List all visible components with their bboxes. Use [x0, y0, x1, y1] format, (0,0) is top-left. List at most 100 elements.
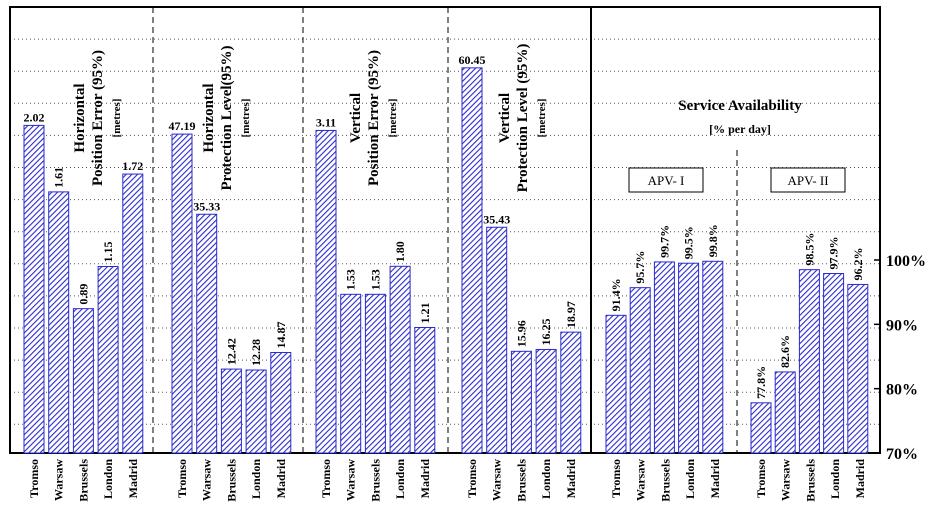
bar: [389, 265, 411, 454]
plot-frame: [9, 6, 881, 454]
data-label: 1.15: [101, 241, 115, 262]
bar: [340, 293, 362, 454]
bar: [629, 287, 651, 454]
bar: [270, 352, 292, 454]
bar: [750, 402, 772, 454]
category-label: Warsaw: [634, 459, 648, 501]
data-label: 96.2%: [851, 247, 865, 280]
bar: [847, 283, 869, 454]
data-label: 1.80: [393, 241, 407, 262]
bar: [560, 331, 582, 454]
bar: [23, 124, 45, 454]
panel-unit: [metres]: [536, 99, 548, 138]
category-label: Tromso: [319, 459, 333, 498]
category-label: Madrid: [274, 459, 288, 499]
panel-unit: [metres]: [240, 99, 252, 138]
service-title: Service Availability: [678, 98, 802, 114]
bar: [702, 260, 724, 454]
data-label: 1.53: [368, 269, 382, 290]
bar: [653, 261, 675, 454]
category-label: Brussels: [224, 459, 238, 502]
bar: [535, 348, 557, 454]
data-label: 3.11: [316, 115, 336, 129]
category-label: Brussels: [368, 459, 382, 502]
panel-title-line: Horizontal: [72, 83, 88, 152]
data-label: 15.96: [514, 320, 528, 347]
data-label: 99.8%: [706, 224, 720, 257]
bar: [823, 273, 845, 454]
panel-title-line: Protection Level(95%): [219, 45, 235, 190]
data-label: 1.21: [418, 302, 432, 323]
category-label: London: [828, 459, 842, 499]
data-label: 97.9%: [827, 237, 841, 270]
y-tick-label: 80%: [886, 382, 918, 399]
data-label: 47.19: [169, 119, 196, 133]
bar: [196, 213, 218, 454]
service-availability-panel: Service Availability [% per day] APV- I 91.…: [605, 98, 869, 502]
category-label: Madrid: [126, 459, 140, 499]
data-label: 12.28: [249, 339, 263, 366]
bar: [97, 265, 119, 454]
bar: [245, 369, 267, 454]
bar: [774, 371, 796, 454]
y-tick-label: 100%: [886, 253, 926, 270]
service-group: APV- II 77.8% 82.6% 98.5% 97.9% 96.2% Tromso Wa…: [750, 167, 869, 502]
data-label: 91.4%: [609, 278, 623, 311]
right-y-axis: 100% 90% 80% 70%: [874, 253, 926, 463]
group-label-box: [770, 167, 846, 193]
bar: [461, 67, 483, 454]
panel-title-line: Position Error (95%): [366, 50, 382, 186]
gridlines: [10, 38, 880, 425]
metric-panel: 2.02 1.61 0.89 1.15 1.72 Tromso Warsaw Brussels…: [23, 50, 144, 502]
data-label: 99.7%: [657, 225, 671, 258]
bar: [220, 368, 242, 454]
bar: [798, 269, 820, 454]
group-label: APV- I: [648, 173, 685, 188]
category-label: Warsaw: [344, 459, 358, 501]
panel-title: Horizontal Protection Level(95%) [metres]: [201, 45, 252, 190]
category-label: Warsaw: [200, 459, 214, 501]
data-label: 60.45: [459, 53, 486, 67]
panel-title-line: Protection Level (95%): [515, 44, 531, 193]
data-label: 16.25: [539, 318, 553, 345]
plot-border: [9, 6, 881, 454]
metric-panel: 3.11 1.53 1.53 1.80 1.21 Tromso Warsaw Brussels…: [315, 50, 436, 502]
bar: [364, 293, 386, 454]
bar: [122, 173, 144, 454]
group-label-box: [628, 167, 704, 193]
data-label: 18.97: [564, 301, 578, 328]
panel-title: Horizontal Position Error (95%) [metres]: [72, 50, 123, 186]
bar: [678, 262, 700, 454]
category-label: Tromso: [175, 459, 189, 498]
data-label: 0.89: [76, 284, 90, 305]
category-label: Brussels: [514, 459, 528, 502]
data-label: 12.42: [224, 338, 238, 365]
data-label: 2.02: [24, 110, 45, 124]
bar: [315, 129, 337, 454]
panel-title-line: Position Error (95%): [90, 50, 106, 186]
bar: [72, 308, 94, 454]
category-label: Madrid: [708, 459, 722, 499]
panel-title: Vertical Protection Level (95%) [metres]: [497, 44, 548, 193]
category-label: London: [683, 459, 697, 499]
category-label: Madrid: [564, 459, 578, 499]
category-label: Brussels: [658, 459, 672, 502]
service-unit: [% per day]: [709, 122, 771, 136]
data-label: 1.61: [52, 167, 66, 188]
data-label: 14.87: [274, 322, 288, 349]
bar: [605, 314, 627, 454]
data-label: 82.6%: [778, 335, 792, 368]
category-label: Tromso: [27, 459, 41, 498]
data-label: 1.72: [122, 159, 143, 173]
service-group: APV- I 91.4% 95.7% 99.7% 99.5% 99.8% Tromso War…: [605, 167, 724, 502]
data-label: 1.53: [344, 269, 358, 290]
data-label: 95.7%: [633, 251, 647, 284]
y-tick-label: 70%: [886, 446, 918, 463]
bar: [486, 226, 508, 454]
data-label: 77.8%: [754, 366, 768, 399]
panel-unit: [metres]: [387, 99, 399, 138]
y-tick-label: 90%: [886, 317, 918, 334]
panel-unit: [metres]: [111, 99, 123, 138]
